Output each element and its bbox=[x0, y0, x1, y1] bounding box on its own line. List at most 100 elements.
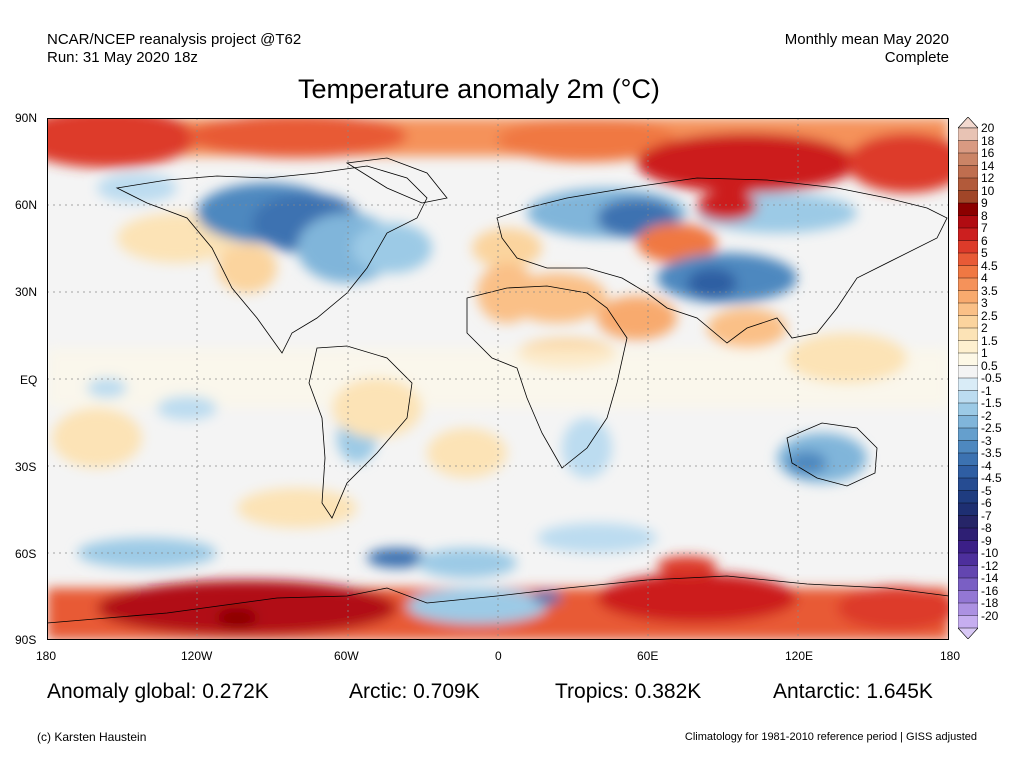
colorbar-segment bbox=[958, 365, 978, 379]
stat-antarctic: Antarctic: 1.645K bbox=[773, 680, 933, 703]
colorbar-tick-label: 6 bbox=[981, 233, 988, 248]
colorbar-tick-label: 1 bbox=[981, 346, 988, 360]
colorbar-segment bbox=[958, 490, 978, 504]
colorbar-tick-label: 1.5 bbox=[981, 333, 998, 348]
dataset-label: NCAR/NCEP reanalysis project @T62 bbox=[47, 31, 302, 48]
colorbar-segment bbox=[958, 240, 978, 254]
colorbar-tick-label: 4 bbox=[981, 271, 988, 285]
colorbar-tick-label: 4.5 bbox=[981, 258, 998, 273]
map-frame bbox=[47, 118, 949, 640]
colorbar-tick-label: -5 bbox=[981, 483, 992, 498]
colorbar-tick-label: -14 bbox=[981, 571, 999, 585]
colorbar-tick-label: -18 bbox=[981, 596, 999, 610]
colorbar-tick-label: 12 bbox=[981, 171, 995, 185]
colorbar-top-arrow bbox=[958, 117, 978, 129]
colorbar-segment bbox=[958, 340, 978, 354]
coastlines bbox=[47, 157, 949, 624]
colorbar-segment bbox=[958, 427, 978, 442]
colorbar-segment bbox=[958, 552, 978, 567]
colorbar-tick-label: 2 bbox=[981, 321, 988, 335]
map-title: Temperature anomaly 2m (°C) bbox=[298, 74, 660, 104]
colorbar-tick-label: 3.5 bbox=[981, 283, 998, 298]
colorbar-segment bbox=[958, 440, 978, 454]
lat-label-90n: 90N bbox=[15, 111, 38, 125]
colorbar-segment bbox=[958, 577, 978, 592]
colorbar-tick-label: -4.5 bbox=[981, 471, 1002, 485]
colorbar-segment bbox=[958, 477, 978, 492]
status-label: Complete bbox=[884, 49, 949, 66]
colorbar-segment bbox=[958, 402, 978, 417]
colorbar-tick-label: 14 bbox=[981, 158, 995, 173]
lon-label-60e: 60E bbox=[637, 649, 659, 663]
colorbar-segment bbox=[958, 327, 978, 342]
colorbar-tick-label: -1.5 bbox=[981, 396, 1002, 410]
colorbar-segment bbox=[958, 615, 978, 629]
colorbar-segment bbox=[958, 152, 978, 167]
colorbar-tick-label: -7 bbox=[981, 508, 992, 523]
reference-note: Climatology for 1981-2010 reference peri… bbox=[684, 731, 977, 743]
colorbar-segment bbox=[958, 415, 978, 429]
colorbar-segment bbox=[958, 177, 978, 192]
colorbar-tick-label: 9 bbox=[981, 196, 988, 210]
colorbar-tick-label: 10 bbox=[981, 183, 995, 198]
lat-label-60n: 60N bbox=[15, 198, 38, 212]
colorbar-tick-label: -10 bbox=[981, 546, 999, 560]
colorbar-tick-label: 16 bbox=[981, 146, 995, 160]
colorbar-segment bbox=[958, 252, 978, 267]
colorbar-segment bbox=[958, 515, 978, 529]
colorbar-tick-label: 8 bbox=[981, 208, 988, 223]
colorbar-segment bbox=[958, 527, 978, 542]
colorbar-tick-label: -0.5 bbox=[981, 371, 1002, 385]
colorbar-segment bbox=[958, 165, 978, 179]
colorbar-tick-label: -6 bbox=[981, 496, 992, 510]
lon-label-0: 0 bbox=[495, 649, 502, 663]
colorbar-tick-label: -8 bbox=[981, 521, 992, 535]
colorbar-segment bbox=[958, 190, 978, 204]
graticule bbox=[47, 118, 949, 640]
colorbar-segment bbox=[958, 502, 978, 517]
colorbar-tick-label: 3 bbox=[981, 296, 988, 310]
period-label: Monthly mean May 2020 bbox=[784, 31, 949, 48]
colorbar-segment bbox=[958, 215, 978, 229]
colorbar-segment bbox=[958, 390, 978, 404]
colorbar-tick-label: -3.5 bbox=[981, 446, 1002, 460]
stat-global: Anomaly global: 0.272K bbox=[47, 680, 269, 703]
colorbar-segment bbox=[958, 352, 978, 367]
colorbar-segment bbox=[958, 315, 978, 329]
colorbar-segment bbox=[958, 540, 978, 554]
lat-label-30s: 30S bbox=[15, 460, 37, 474]
credit-text: (c) Karsten Haustein bbox=[37, 730, 147, 744]
colorbar-tick-label: 5 bbox=[981, 246, 988, 260]
colorbar bbox=[958, 117, 978, 639]
stat-tropics: Tropics: 0.382K bbox=[555, 680, 702, 703]
lon-label-180e: 180 bbox=[940, 649, 961, 663]
colorbar-bottom-arrow bbox=[958, 627, 978, 639]
colorbar-segment bbox=[958, 290, 978, 304]
lat-label-30n: 30N bbox=[15, 285, 38, 299]
colorbar-segment bbox=[958, 202, 978, 217]
lon-label-180w: 180 bbox=[36, 649, 57, 663]
lat-label-90s: 90S bbox=[15, 633, 37, 647]
colorbar-segment bbox=[958, 127, 978, 142]
colorbar-tick-label: 2.5 bbox=[981, 308, 998, 323]
colorbar-tick-label: -9 bbox=[981, 533, 992, 548]
colorbar-tick-label: -3 bbox=[981, 433, 992, 448]
colorbar-tick-label: 20 bbox=[981, 121, 995, 135]
lat-label-eq: EQ bbox=[20, 373, 38, 387]
colorbar-segment bbox=[958, 465, 978, 479]
colorbar-tick-label: 18 bbox=[981, 133, 995, 148]
run-label: Run: 31 May 2020 18z bbox=[47, 49, 198, 66]
lon-label-120w: 120W bbox=[181, 649, 213, 663]
colorbar-segment bbox=[958, 565, 978, 579]
colorbar-segment bbox=[958, 277, 978, 292]
colorbar-segment bbox=[958, 302, 978, 317]
colorbar-segment bbox=[958, 602, 978, 617]
colorbar-tick-label: -20 bbox=[981, 608, 999, 623]
colorbar-tick-label: -12 bbox=[981, 558, 999, 573]
colorbar-segment bbox=[958, 227, 978, 242]
anomaly-field bbox=[47, 118, 949, 640]
stat-arctic: Arctic: 0.709K bbox=[349, 680, 480, 703]
lon-label-60w: 60W bbox=[334, 649, 359, 663]
colorbar-tick-label: -1 bbox=[981, 383, 992, 398]
colorbar-tick-label: 7 bbox=[981, 221, 988, 235]
